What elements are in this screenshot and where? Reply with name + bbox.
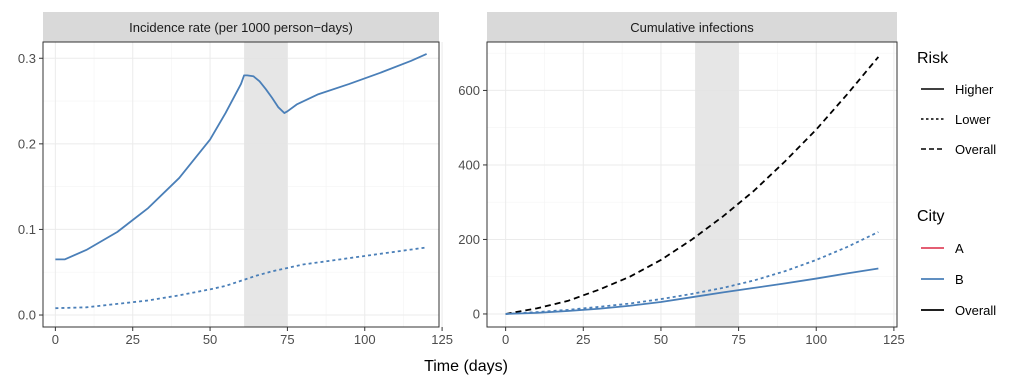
x-tick-label: 125 — [431, 332, 453, 347]
x-tick-label: 75 — [731, 332, 745, 347]
y-tick-label: 0.1 — [18, 222, 36, 237]
y-tick-label: 600 — [458, 83, 480, 98]
legend-label-city: B — [955, 272, 964, 287]
series-line-b-higher — [55, 53, 427, 261]
y-tick-label: 400 — [458, 157, 480, 172]
plot-area — [487, 42, 897, 327]
series-line-overall-overall — [505, 56, 880, 315]
panel-incidence: Incidence rate (per 1000 person−days) 0 25… — [18, 12, 453, 347]
y-tick-label: 0.3 — [18, 51, 36, 66]
x-tick-label: 100 — [805, 332, 827, 347]
legend-label-city: A — [955, 241, 964, 256]
x-tick-label: 50 — [654, 332, 668, 347]
panel-title: Incidence rate (per 1000 person−days) — [129, 20, 353, 35]
y-tick-label: 0.0 — [18, 308, 36, 323]
x-tick-label: 125 — [883, 332, 905, 347]
x-tick-label: 25 — [576, 332, 590, 347]
strip-cumulative — [487, 12, 897, 42]
x-tick-label: 50 — [203, 332, 217, 347]
legend-label-risk: Higher — [955, 82, 994, 97]
panel-border — [42, 41, 440, 328]
x-tick-label: 0 — [502, 332, 509, 347]
shaded-interval — [244, 42, 288, 327]
series-line-b-higher — [505, 267, 879, 315]
x-axis-title: Time (days) — [424, 358, 508, 375]
series-line-b-lower — [505, 231, 879, 315]
y-tick-label: 200 — [458, 232, 480, 247]
legend-title-city: City — [917, 208, 945, 225]
panel-title: Cumulative infections — [630, 20, 754, 35]
x-tick-label: 75 — [280, 332, 294, 347]
legend: Risk Higher Lower Overall City A B Overall — [917, 50, 996, 318]
legend-title-risk: Risk — [917, 50, 949, 67]
x-tick-label: 0 — [52, 332, 59, 347]
y-tick-label: 0 — [473, 306, 480, 321]
x-tick-label: 100 — [354, 332, 376, 347]
strip-incidence — [43, 12, 439, 42]
panel-cumulative: Cumulative infections 0 25 50 75 100 125 0 200 40… — [458, 12, 905, 347]
y-tick-label: 0.2 — [18, 136, 36, 151]
shaded-interval — [695, 42, 739, 327]
legend-label-city: Overall — [955, 303, 996, 318]
plot-area — [43, 42, 439, 327]
legend-label-risk: Overall — [955, 142, 996, 157]
legend-label-risk: Lower — [955, 112, 991, 127]
panel-border — [486, 41, 898, 328]
x-tick-label: 25 — [125, 332, 139, 347]
